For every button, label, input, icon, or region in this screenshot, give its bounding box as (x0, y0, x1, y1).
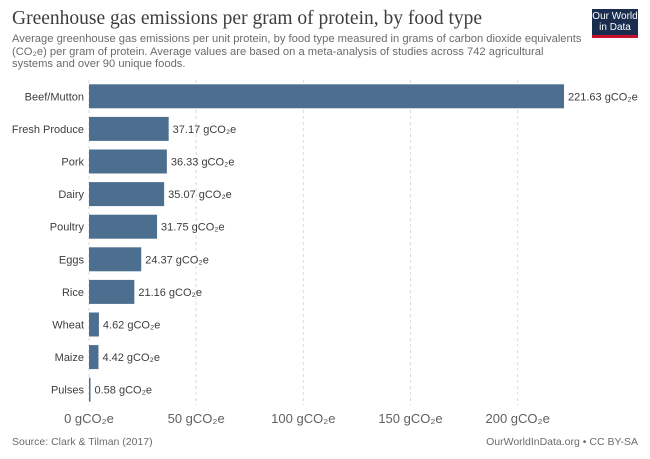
category-label: Wheat (52, 320, 84, 332)
bar (89, 214, 158, 239)
category-label: Maize (55, 352, 84, 364)
x-tick-label: 200 gCO₂e (485, 411, 549, 426)
category-label: Pulses (51, 385, 85, 397)
data-label: 37.17 gCO₂e (173, 124, 237, 136)
owid-logo[interactable]: Our World in Data (592, 9, 638, 38)
data-label: 4.62 gCO₂e (103, 320, 160, 332)
data-label: 24.37 gCO₂e (145, 254, 209, 266)
grid-layer: 0 gCO₂e 50 gCO₂e 100 gCO₂e 150 gCO₂e 200 gCO… (64, 80, 550, 426)
logo-line-1: Our World (592, 11, 638, 22)
source-note[interactable]: Source: Clark & Tilman (2017) (12, 436, 153, 448)
data-label: 35.07 gCO₂e (168, 189, 232, 201)
x-tick-label: 50 gCO₂e (168, 411, 225, 426)
data-label: 4.42 gCO₂e (102, 352, 159, 364)
category-label: Fresh Produce (12, 124, 84, 136)
bar (89, 84, 564, 109)
logo-line-2: in Data (599, 22, 631, 33)
x-tick-label: 0 gCO₂e (64, 411, 114, 426)
bar (89, 312, 99, 337)
bar (89, 247, 142, 272)
category-label: Poultry (50, 222, 85, 234)
data-label: 221.63 gCO₂e (568, 91, 638, 103)
data-label: 31.75 gCO₂e (161, 222, 225, 234)
chart-title: Greenhouse gas emissions per gram of pro… (12, 8, 483, 29)
x-tick-label: 150 gCO₂e (378, 411, 442, 426)
category-label: Beef/Mutton (25, 91, 84, 103)
bar (89, 116, 169, 141)
license-note[interactable]: OurWorldInData.org • CC BY-SA (486, 436, 638, 448)
bar (89, 279, 135, 304)
category-label: Rice (62, 287, 84, 299)
data-label: 36.33 gCO₂e (171, 157, 235, 169)
data-label: 0.58 gCO₂e (95, 385, 152, 397)
bar (89, 182, 165, 207)
x-tick-label: 100 gCO₂e (271, 411, 335, 426)
chart-subtitle: Average greenhouse gas emissions per uni… (12, 33, 582, 71)
bar (89, 377, 91, 402)
bar (89, 345, 99, 370)
category-label: Eggs (59, 254, 85, 266)
category-label: Pork (61, 157, 84, 169)
data-label: 21.16 gCO₂e (138, 287, 202, 299)
bar-layer: Beef/Mutton 221.63 gCO₂e Fresh Produce 37.1… (12, 84, 638, 402)
category-label: Dairy (58, 189, 84, 201)
bar (89, 149, 167, 174)
